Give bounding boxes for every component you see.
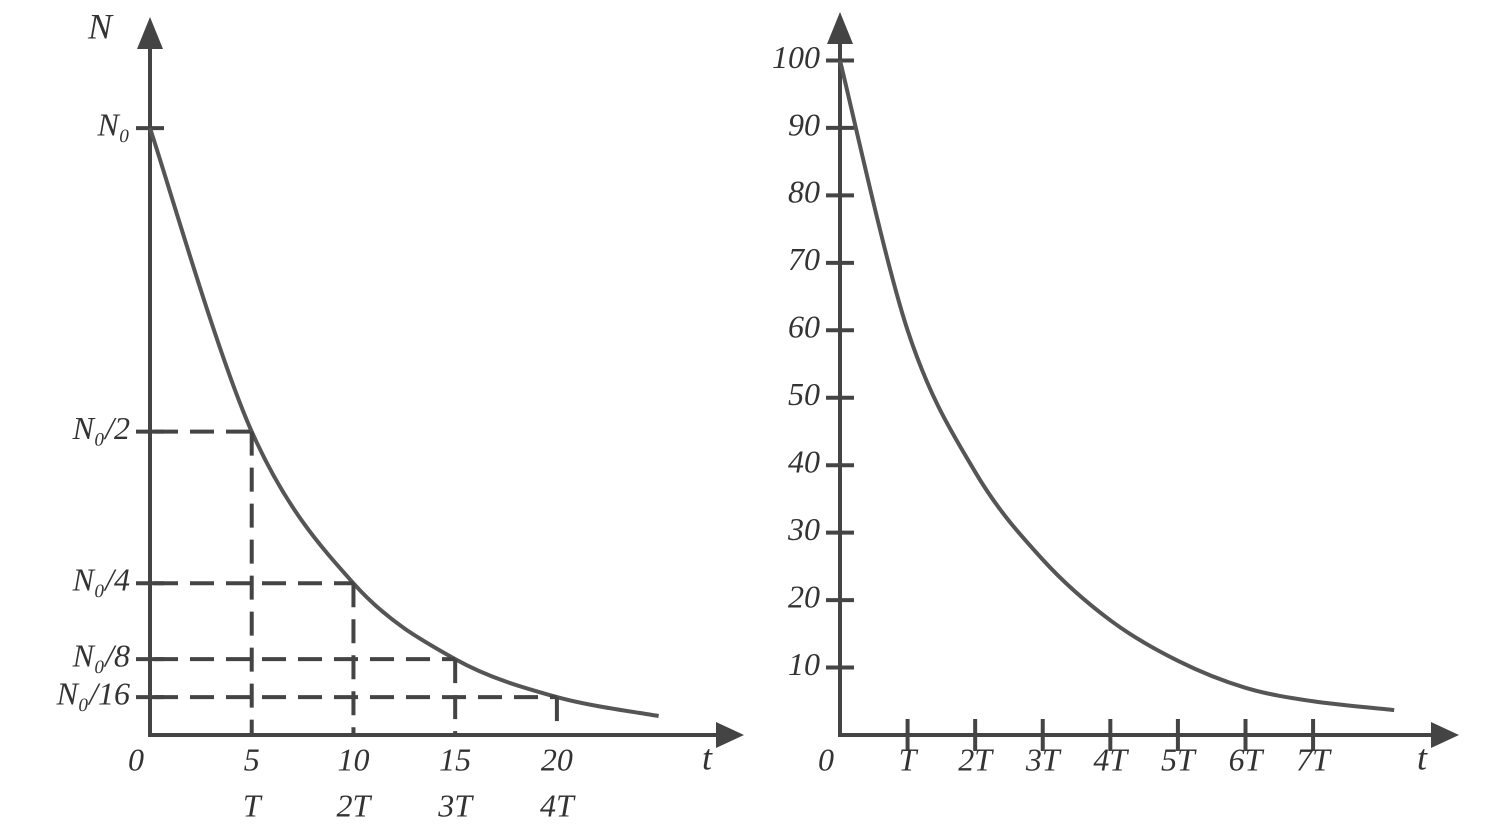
x-tick-label: 10	[337, 741, 369, 777]
y-tick-label: N₀/8	[72, 637, 130, 673]
y-tick-label: 50	[788, 376, 820, 412]
y-tick-label: N₀	[97, 107, 130, 143]
x-axis-label: t	[702, 737, 713, 777]
x-axis-label: t	[1417, 737, 1428, 777]
x-tick-label: 5	[244, 741, 260, 777]
y-axis-arrow	[137, 17, 163, 49]
y-tick-label: N₀/4	[72, 562, 130, 598]
y-tick-label: 80	[788, 174, 820, 210]
y-tick-label: 90	[788, 106, 820, 142]
y-tick-label: 40	[788, 444, 820, 480]
x2-tick-label: 2T	[337, 787, 373, 823]
x-tick-label: 15	[439, 741, 471, 777]
y-tick-label: N₀/16	[56, 675, 130, 711]
y-tick-label: 30	[787, 511, 820, 547]
x-tick-label: 2T	[958, 741, 994, 777]
x-tick-label: 3T	[1025, 741, 1062, 777]
x-axis-arrow	[716, 722, 744, 748]
x2-tick-label: T	[243, 787, 263, 823]
x2-tick-label: 3T	[437, 787, 474, 823]
x-tick-label: T	[899, 741, 919, 777]
y-tick-label: 60	[788, 309, 820, 345]
y-tick-label: 70	[788, 241, 820, 277]
y-tick-label: 10	[788, 646, 820, 682]
x-axis-arrow	[1431, 722, 1459, 748]
x-tick-label: 6T	[1229, 741, 1265, 777]
y-tick-label: 20	[788, 578, 820, 614]
y-axis-arrow	[827, 12, 853, 44]
x-tick-label: 20	[541, 741, 573, 777]
x-tick-label: 4T	[1093, 741, 1129, 777]
decay-curve	[148, 127, 659, 719]
decay-curve	[838, 59, 1395, 713]
x-tick-label: 0	[128, 741, 144, 777]
x2-tick-label: 4T	[540, 787, 576, 823]
y-axis-label: N	[87, 6, 114, 46]
x-tick-label: 5T	[1161, 741, 1197, 777]
y-tick-label: N₀/2	[72, 410, 130, 446]
y-tick-label: 100	[772, 39, 820, 75]
x-tick-label: 0	[818, 741, 834, 777]
x-tick-label: 7T	[1296, 741, 1332, 777]
